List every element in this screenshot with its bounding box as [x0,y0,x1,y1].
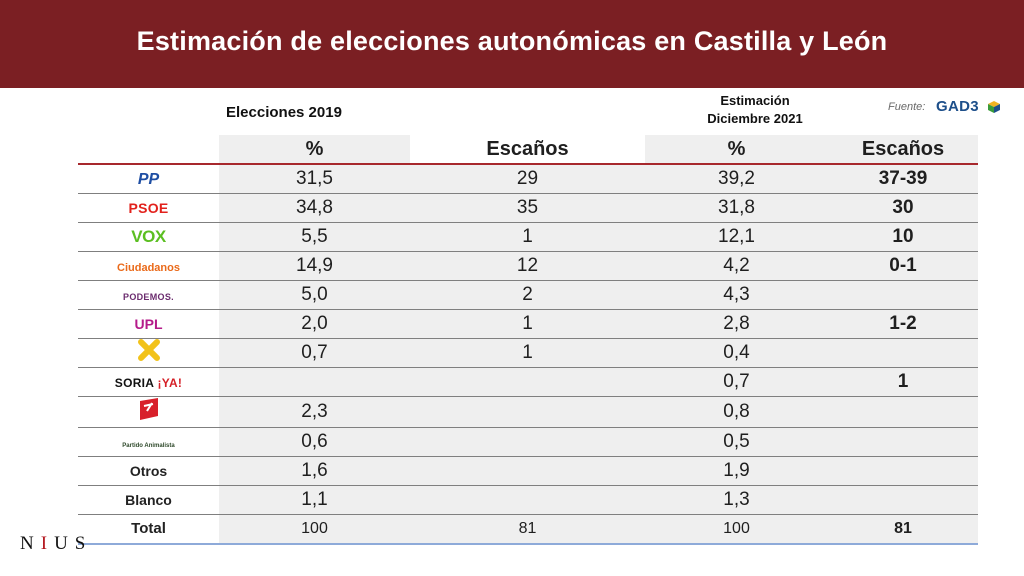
table-row: PODEMOS. 5,0 2 4,3 [78,280,978,310]
cell-pct-2021: 4,3 [645,280,828,310]
table-row: PSOE 34,8 35 31,8 30 [78,193,978,223]
total-seats-2021: 81 [828,514,978,545]
cell-pct-2019: 31,5 [219,164,410,194]
table-row: UPL 2,0 1 2,8 1-2 [78,309,978,339]
table-body: PP 31,5 29 39,2 37-39 PSOE 34,8 35 31,8 30 VOX 5,5 1… [78,164,978,515]
total-pct-2021: 100 [645,514,828,545]
table-header-row: % Escaños % Escaños [78,135,978,165]
cell-pct-2019: 14,9 [219,251,410,281]
brand-logo-nius: NIUS [20,533,92,555]
cell-seats-2019: 1 [410,309,645,339]
party-logo-podemos: PODEMOS. [78,280,219,310]
party-logo-vox: VOX [78,222,219,252]
cell-pct-2019 [219,367,410,397]
header-pct-2021: % [645,135,828,165]
group-header-estimate-line1: Estimación [720,93,790,108]
cell-pct-2021: 1,9 [645,456,828,486]
total-seats-2019: 81 [410,514,645,545]
table-row: Ciudadanos 14,9 12 4,2 0-1 [78,251,978,281]
cell-seats-2021: 10 [828,222,978,252]
table-row: SORIA ¡YA! 0,7 1 [78,367,978,397]
party-logo-iu [78,396,219,428]
iu-flag-icon [139,398,158,420]
page-title: Estimación de elecciones autonómicas en … [136,26,888,56]
cell-seats-2021 [828,427,978,457]
cell-seats-2021: 37-39 [828,164,978,194]
cell-seats-2019: 1 [410,338,645,368]
group-header-estimate-line2: Diciembre 2021 [707,111,803,126]
gad3-cube-icon [988,101,1000,113]
cell-pct-2021: 4,2 [645,251,828,281]
cell-seats-2019 [410,427,645,457]
cell-seats-2021: 1-2 [828,309,978,339]
party-logo-upl: UPL [78,309,219,339]
cell-seats-2019: 1 [410,222,645,252]
source-label: Fuente: [888,101,926,113]
header-pct-2019: % [219,135,410,165]
table-row: Otros 1,6 1,9 [78,456,978,486]
cell-seats-2021 [828,396,978,428]
cell-pct-2021: 0,7 [645,367,828,397]
party-logo-psoe: PSOE [78,193,219,223]
cell-pct-2019: 1,6 [219,456,410,486]
cell-pct-2019: 0,6 [219,427,410,457]
party-logo-otros: Otros [78,456,219,486]
table-row: PP 31,5 29 39,2 37-39 [78,164,978,194]
total-label: Total [78,514,219,545]
cell-pct-2021: 0,8 [645,396,828,428]
cell-pct-2021: 12,1 [645,222,828,252]
cell-seats-2021: 30 [828,193,978,223]
cell-pct-2019: 5,0 [219,280,410,310]
cell-pct-2019: 1,1 [219,485,410,515]
cell-pct-2021: 31,8 [645,193,828,223]
cell-seats-2019: 2 [410,280,645,310]
cell-pct-2021: 1,3 [645,485,828,515]
table-row: Partido Animalista 0,6 0,5 [78,427,978,457]
header-party-cell [78,135,219,165]
table-row: 0,7 1 0,4 [78,338,978,368]
cell-seats-2019 [410,396,645,428]
party-logo-blanco: Blanco [78,485,219,515]
por-avila-x-icon [137,339,160,361]
title-banner: Estimación de elecciones autonómicas en … [0,0,1024,88]
total-pct-2019: 100 [219,514,410,545]
party-logo-pacma: Partido Animalista [78,427,219,457]
party-logo-pp: PP [78,164,219,194]
cell-seats-2019 [410,367,645,397]
brand-text: NIUS [20,533,93,554]
cell-pct-2019: 34,8 [219,193,410,223]
header-seats-2019: Escaños [410,135,645,165]
cell-pct-2021: 39,2 [645,164,828,194]
source-logo-gad3: GAD3 [936,98,979,115]
cell-seats-2021 [828,456,978,486]
cell-pct-2021: 0,4 [645,338,828,368]
cell-pct-2019: 0,7 [219,338,410,368]
cell-seats-2021: 0-1 [828,251,978,281]
total-row: Total 100 81 100 81 [78,514,978,545]
cell-seats-2019: 29 [410,164,645,194]
cell-seats-2021 [828,280,978,310]
party-logo-ciudadanos: Ciudadanos [78,251,219,281]
cell-pct-2019: 5,5 [219,222,410,252]
table-row: Blanco 1,1 1,3 [78,485,978,515]
cell-pct-2021: 0,5 [645,427,828,457]
cell-pct-2019: 2,0 [219,309,410,339]
cell-pct-2019: 2,3 [219,396,410,428]
cell-seats-2021 [828,338,978,368]
cell-seats-2019 [410,456,645,486]
table-row: 2,3 0,8 [78,396,978,428]
cell-pct-2021: 2,8 [645,309,828,339]
results-table: % Escaños % Escaños PP 31,5 29 39,2 37-39 PSO… [78,135,978,545]
table-row: VOX 5,5 1 12,1 10 [78,222,978,252]
group-header-estimate: Estimación Diciembre 2021 [690,92,820,128]
cell-seats-2021 [828,485,978,515]
cell-seats-2019: 12 [410,251,645,281]
header-seats-2021: Escaños [828,135,978,165]
cell-seats-2019: 35 [410,193,645,223]
party-logo-soria-ya: SORIA ¡YA! [78,367,219,397]
cell-seats-2021: 1 [828,367,978,397]
group-header-2019: Elecciones 2019 [226,104,342,121]
cell-seats-2019 [410,485,645,515]
party-logo-por-vila [78,338,219,368]
